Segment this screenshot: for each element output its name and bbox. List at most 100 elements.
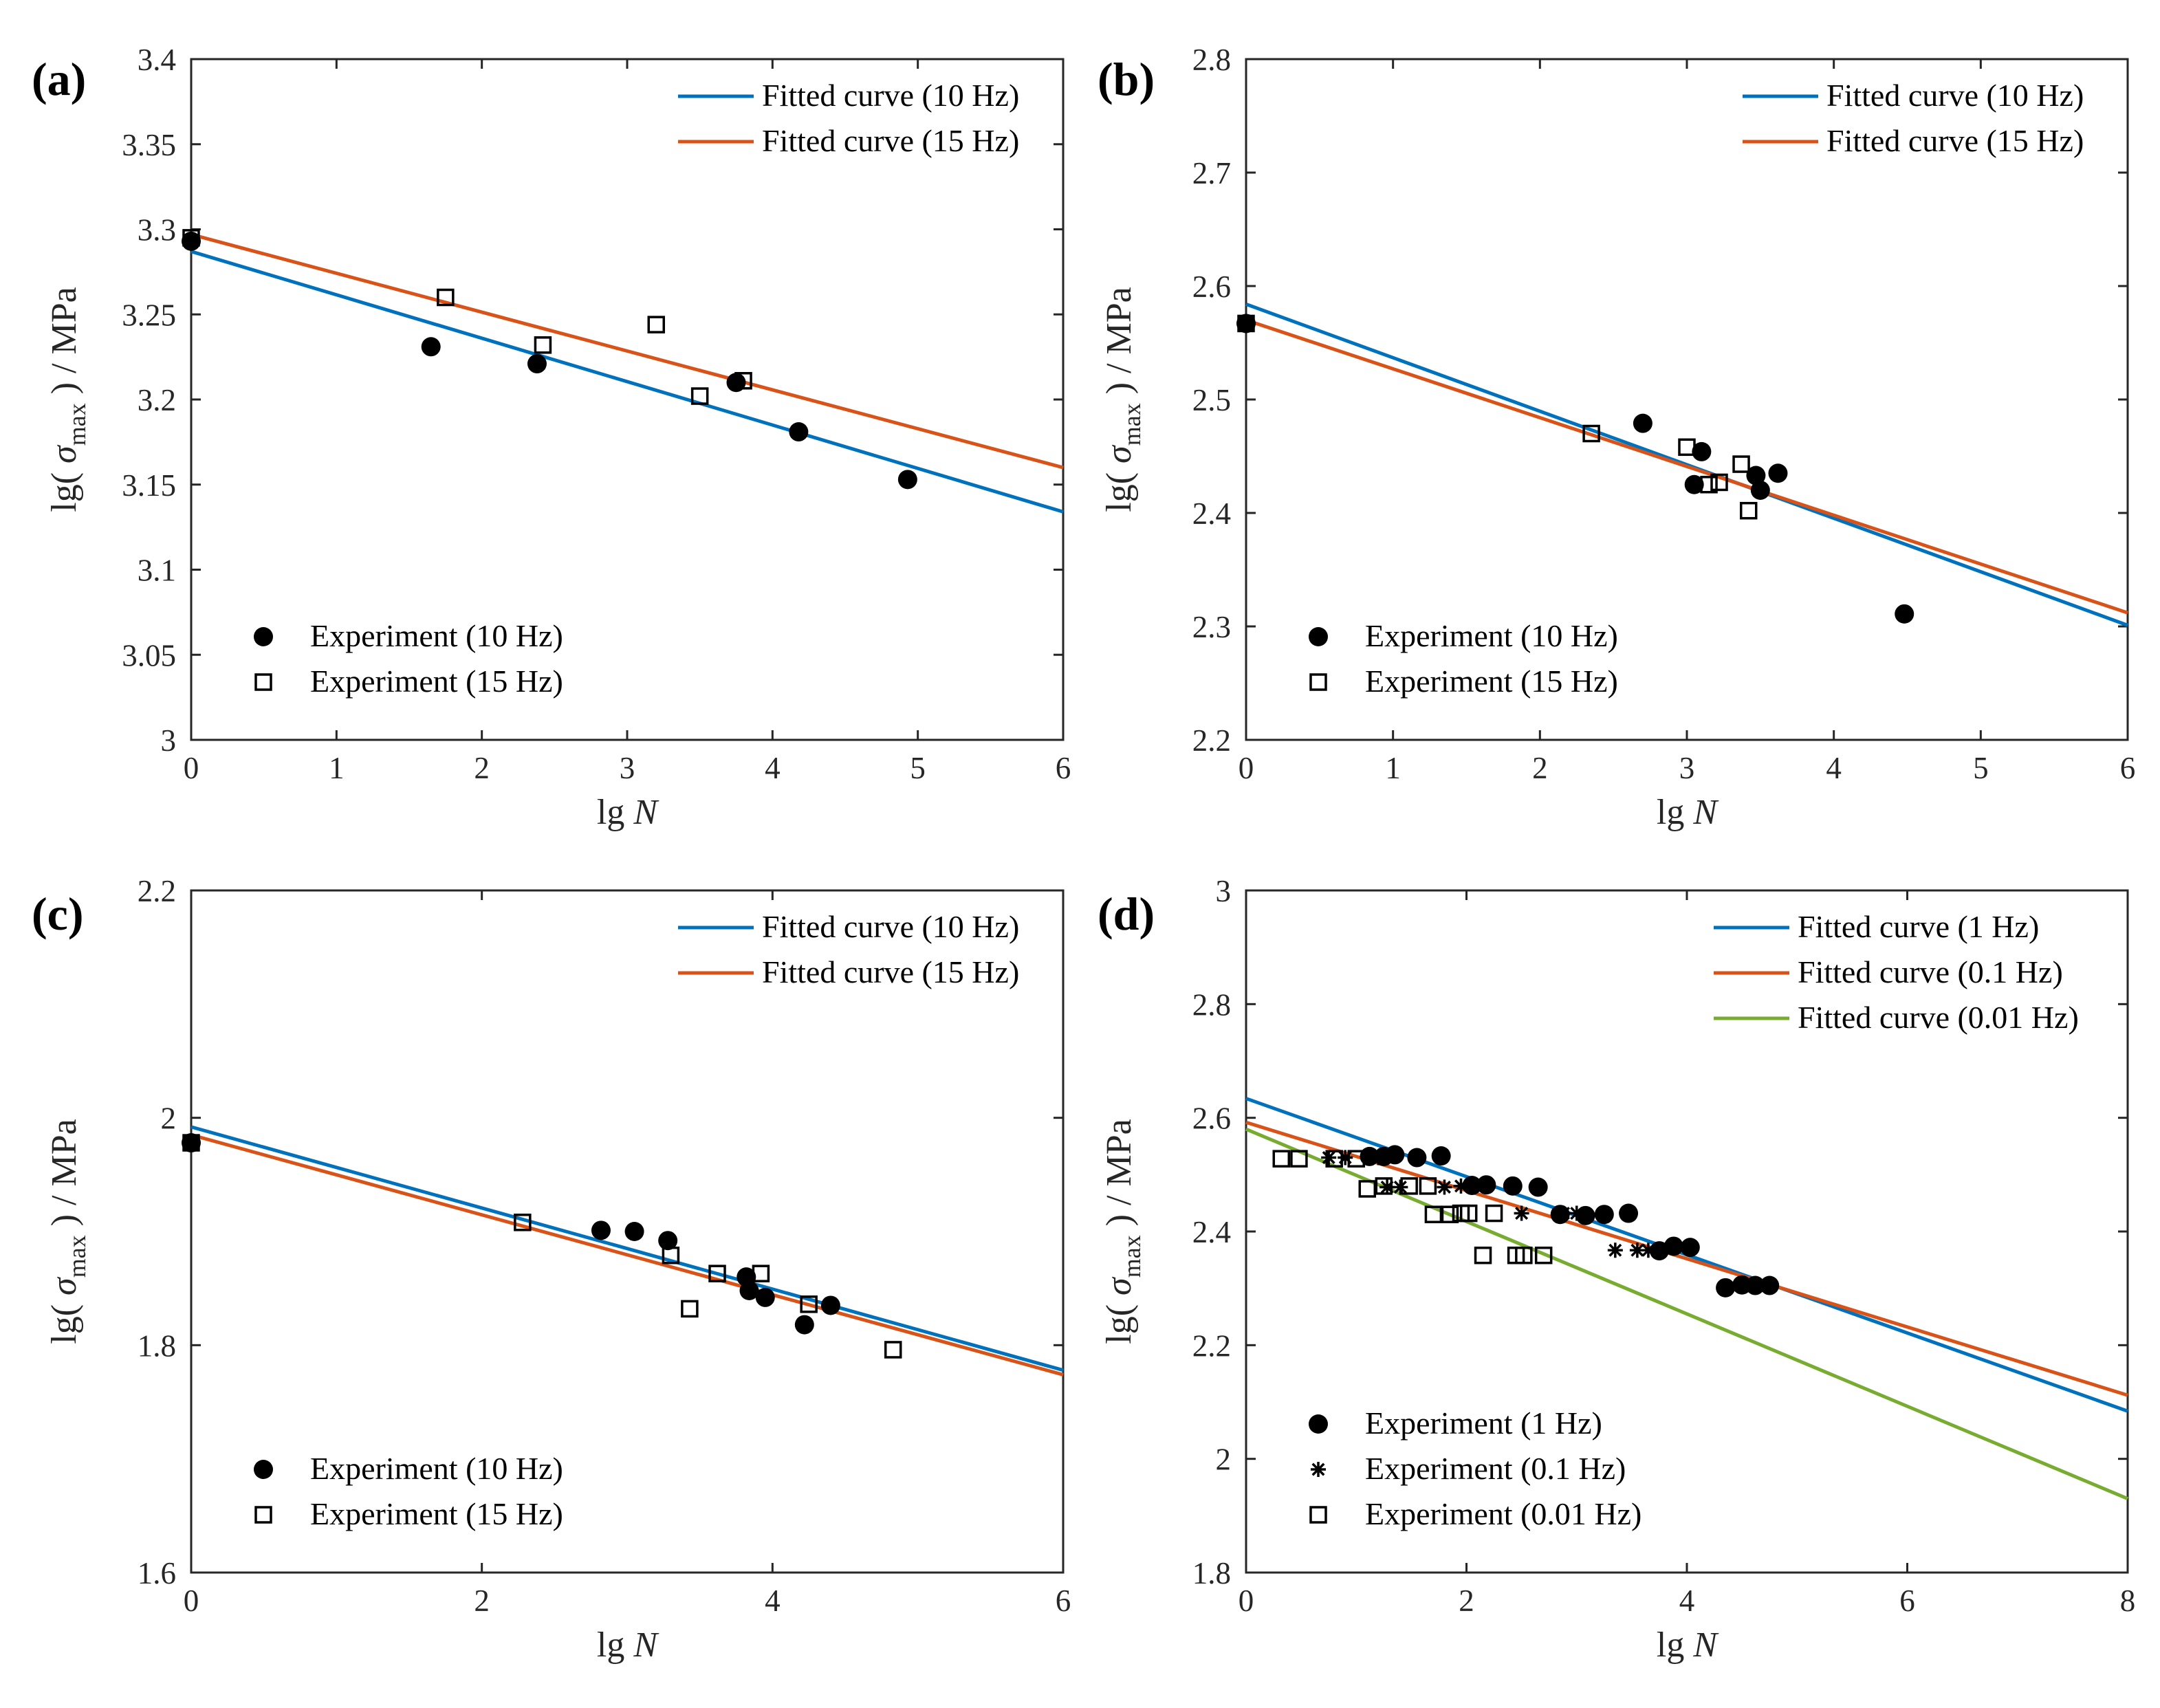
x-axis-label: lg N: [1657, 1625, 1719, 1665]
legend-label: Experiment (15 Hz): [310, 664, 563, 699]
data-point: [182, 1134, 200, 1152]
legend-label: Fitted curve (10 Hz): [762, 78, 1019, 113]
legend-label: Experiment (0.01 Hz): [1365, 1496, 1641, 1531]
y-tick-label: 2.6: [1192, 1102, 1231, 1136]
y-axis-label-post: ) / MPa: [1100, 1119, 1139, 1235]
data-point: [752, 1264, 770, 1282]
legend-marker: [1309, 627, 1328, 646]
data-point: [1640, 1242, 1656, 1258]
data-point: [794, 1315, 814, 1335]
legend-label: Experiment (10 Hz): [1365, 618, 1618, 653]
panel-label: (a): [32, 53, 86, 105]
data-point: [1431, 1146, 1451, 1166]
chart-panel-c: 0 2 4 61.61.822.2lg Nlg( σmax ) / MPaFitted…: [32, 874, 1071, 1665]
data-point: [1534, 1246, 1553, 1264]
data-point: [1371, 1150, 1386, 1165]
x-tick-label: 2: [1459, 1584, 1474, 1618]
fitted-line: [1245, 318, 2128, 615]
data-point: [1272, 1150, 1291, 1168]
data-point: [1710, 473, 1728, 492]
data-point: [1453, 1178, 1469, 1194]
x-tick-label: 2: [1532, 751, 1548, 785]
legend-marker: [1309, 1414, 1328, 1434]
y-axis-label-sym: σ: [1100, 444, 1139, 463]
data-point: [1236, 314, 1256, 333]
chart-panel-b: 0 1 2 3 4 5 62.22.32.42.52.62.72.8lg Nlg( σmax…: [1098, 43, 2135, 832]
legend-label: Fitted curve (0.01 Hz): [1798, 1000, 2079, 1035]
data-point: [1379, 1179, 1395, 1195]
data-point: [681, 1300, 699, 1318]
data-point: [1750, 481, 1770, 500]
chart-panel-a: 0 1 2 3 4 5 6 3 3.05 3.1 3.15 3.2 3.25 3.3 3.35 3.4 lg N…: [32, 43, 1071, 832]
x-tick-label: 0: [184, 1584, 199, 1618]
data-point: [534, 336, 552, 354]
y-tick-label: 1.6: [138, 1556, 176, 1590]
legend-label: Fitted curve (15 Hz): [762, 123, 1019, 158]
legend-label: Experiment (0.1 Hz): [1365, 1451, 1626, 1486]
fitted-line: [190, 232, 1064, 470]
data-point: [708, 1264, 726, 1282]
y-tick-label: 2.2: [1192, 723, 1231, 758]
legend-label: Fitted curve (1 Hz): [1798, 909, 2039, 944]
y-tick-label: 3.15: [122, 468, 176, 503]
data-point: [421, 337, 441, 357]
y-tick-label: 2.2: [1192, 1328, 1231, 1363]
data-point: [514, 1214, 532, 1231]
x-tick-label: 1: [1385, 751, 1401, 785]
y-axis-label-sub: max: [1118, 403, 1146, 446]
legend-label: Experiment (15 Hz): [1365, 664, 1618, 699]
y-axis-label-pre: lg(: [45, 1295, 84, 1344]
data-point: [437, 288, 455, 307]
x-tick-label: 4: [1826, 751, 1842, 785]
data-point: [1678, 438, 1696, 457]
legend-label: Experiment (10 Hz): [310, 1451, 563, 1486]
y-axis-label-sub: max: [63, 1235, 91, 1278]
x-tick-label: 0: [1239, 751, 1254, 785]
x-tick-label: 3: [620, 751, 635, 785]
data-point: [527, 354, 547, 374]
y-tick-label: 3.05: [122, 638, 176, 672]
x-axis-label: lg N: [597, 793, 659, 832]
data-point: [1325, 1150, 1343, 1168]
x-tick-label: 2: [474, 751, 490, 785]
data-point: [897, 470, 917, 490]
data-point: [658, 1231, 678, 1251]
legend-marker: [254, 673, 272, 691]
y-tick-label: 2.7: [1192, 156, 1231, 190]
data-point: [800, 1295, 818, 1313]
x-axis-label: lg N: [1657, 793, 1719, 832]
data-point: [1680, 1238, 1700, 1258]
data-point: [1441, 1205, 1459, 1223]
y-tick-label: 1.8: [138, 1328, 176, 1363]
y-axis-label: lg( σmax ) / MPa: [1100, 1119, 1146, 1344]
x-axis-label-prefix: lg: [597, 1625, 633, 1665]
x-tick-label: 6: [1899, 1584, 1915, 1618]
y-tick-label: 2.3: [1192, 610, 1231, 644]
x-axis-label-prefix: lg: [1657, 793, 1693, 832]
y-axis-label-sub: max: [1118, 1235, 1146, 1278]
y-axis-label-pre: lg(: [1100, 1295, 1139, 1344]
data-point: [1476, 1175, 1496, 1195]
data-point: [1684, 474, 1704, 494]
y-axis-label-sym: σ: [45, 444, 84, 463]
data-point: [1746, 466, 1766, 485]
data-point: [1437, 1179, 1452, 1195]
legend-marker: [1309, 673, 1327, 691]
x-tick-label: 6: [1056, 751, 1071, 785]
y-axis-label: lg( σmax ) / MPa: [45, 287, 91, 512]
x-axis-label-prefix: lg: [597, 793, 633, 832]
y-axis-label-post: ) / MPa: [45, 1119, 84, 1235]
data-point: [1768, 463, 1788, 483]
panel-label: (d): [1098, 888, 1155, 940]
legend-label: Fitted curve (10 Hz): [1826, 78, 2084, 113]
data-point: [1347, 1150, 1365, 1168]
data-point: [624, 1222, 644, 1241]
legend-label: Fitted curve (10 Hz): [762, 909, 1019, 944]
data-point: [1321, 1150, 1337, 1165]
y-axis-label-post: ) / MPa: [45, 287, 84, 403]
data-point: [1474, 1246, 1492, 1264]
data-point: [1419, 1177, 1437, 1195]
x-axis-label: lg N: [597, 1625, 659, 1665]
fitted-line: [190, 1133, 1064, 1377]
